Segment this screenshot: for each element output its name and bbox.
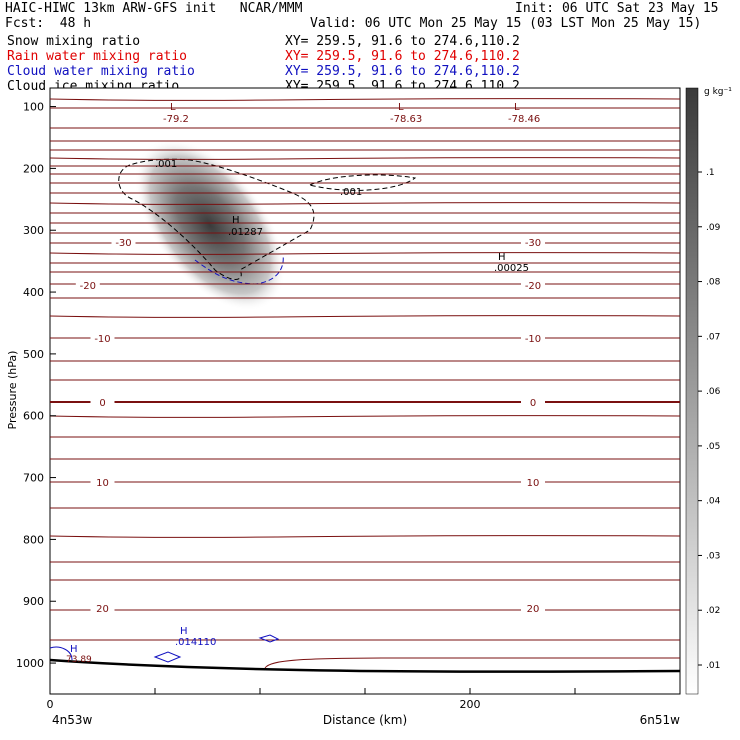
init-time: Init: 06 UTC Sat 23 May 15 [515, 1, 719, 16]
field-label-cloud-water: Cloud water mixing ratio [7, 64, 195, 79]
x-tick-label: 200 [460, 698, 481, 711]
y-tick-label: 600 [23, 410, 44, 423]
y-tick-label: 900 [23, 595, 44, 608]
isotherm-line [49, 535, 681, 538]
isotherm-lines: -30 -30 -20 -20 -10 -10 0 0 10 10 20 20 [49, 98, 681, 641]
colorbar-label: .01 [706, 661, 720, 671]
colorbar-label: .03 [706, 551, 720, 561]
y-tick-label: 800 [23, 533, 44, 546]
isotherm-label: -30 [115, 238, 131, 249]
high-marker: H [232, 215, 240, 226]
cloud-ice-shading [134, 139, 286, 311]
isotherm-label-bg [90, 331, 115, 343]
x-start-location: 4n53w [52, 713, 93, 727]
colorbar-label: .07 [706, 332, 720, 342]
isotherm-label: -10 [94, 334, 110, 345]
isotherm-label: -20 [80, 281, 96, 292]
low-value: -78.63 [390, 114, 422, 125]
colorbar-label: .09 [706, 223, 721, 233]
isotherm-label-bg [521, 395, 545, 407]
colorbar-label: .05 [706, 442, 720, 452]
field-xy-rain: XY= 259.5, 91.6 to 274.6,110.2 [285, 49, 520, 64]
field-xy-cloud-water: XY= 259.5, 91.6 to 274.6,110.2 [285, 64, 520, 79]
y-axis-label: Pressure (hPa) [6, 351, 19, 430]
isotherm-line [49, 415, 681, 418]
isotherm-label: -20 [525, 281, 541, 292]
y-tick-label: 300 [23, 224, 44, 237]
model-title: HAIC-HIWC 13km ARW-GFS init NCAR/MMM [5, 1, 303, 16]
isotherm-label: 20 [527, 604, 540, 615]
low-value: -78.46 [508, 114, 540, 125]
colorbar-label: .04 [706, 497, 721, 507]
field-label-snow: Snow mixing ratio [7, 34, 141, 49]
y-tick-label: 500 [23, 348, 44, 361]
y-tick-label: 100 [23, 101, 44, 114]
low-marker: L [398, 102, 404, 113]
high-marker: H [498, 252, 506, 263]
snow-contour-001-small [308, 174, 417, 191]
y-tick-label: 700 [23, 472, 44, 485]
y-tick-label: 200 [23, 162, 44, 175]
colorbar-label: .08 [706, 278, 721, 288]
colorbar-unit: g kg⁻¹ [704, 87, 732, 97]
isotherm-label-bg [521, 235, 545, 247]
isotherm-label: 20 [96, 604, 109, 615]
isotherm-label-bg [521, 475, 545, 487]
high-marker: H [70, 644, 78, 655]
isotherm-label: 0 [99, 398, 105, 409]
snow-contour-label: .001 [155, 159, 177, 170]
isotherm-label: 10 [527, 478, 540, 489]
extrema-labels: L -79.2 L -78.63 L -78.46 H .01287 H .00… [66, 102, 540, 665]
high-value: 73.89 [66, 655, 92, 665]
y-tick-label: 400 [23, 286, 44, 299]
ground-line [49, 658, 681, 673]
high-value: .00025 [494, 263, 529, 274]
isotherm-label-bg [90, 475, 115, 487]
x-end-location: 6n51w [640, 713, 681, 727]
isotherm-line [49, 157, 681, 160]
isotherm-line [49, 315, 681, 318]
x-axis-label: Distance (km) [323, 713, 407, 727]
isotherm-label-bg [521, 601, 545, 613]
cloud-water-corner [49, 646, 73, 661]
colorbar-label: .1 [706, 168, 715, 178]
high-marker: H [180, 626, 188, 637]
high-value: .01287 [228, 227, 263, 238]
field-xy-snow: XY= 259.5, 91.6 to 274.6,110.2 [285, 34, 520, 49]
colorbar-label: .02 [706, 606, 720, 616]
isotherm-label-bg [521, 331, 545, 343]
isotherm-label-bg [90, 395, 115, 407]
cloud-water-diamond-1 [153, 651, 182, 663]
valid-time: Valid: 06 UTC Mon 25 May 15 (03 LST Mon … [310, 16, 702, 31]
isotherm-line [49, 252, 681, 255]
x-axis: 0 200 [47, 688, 681, 711]
colorbar: g kg⁻¹ .01 .02 .03 .04 .05 .06 .07 .08 .09 .1 [685, 87, 732, 695]
isotherm-line [49, 98, 681, 101]
isotherm-label-bg [111, 235, 136, 247]
isotherm-line [49, 202, 681, 205]
forecast-hour: Fcst: 48 h [5, 16, 92, 31]
isotherm-label: 10 [96, 478, 109, 489]
isotherm-label: 0 [530, 398, 536, 409]
isotherm-label: -10 [525, 334, 541, 345]
y-tick-label: 1000 [16, 657, 44, 670]
isotherm-label-bg [521, 278, 545, 290]
snow-contour-001 [118, 158, 315, 280]
low-marker: L [514, 102, 520, 113]
isotherm-label: -30 [525, 238, 541, 249]
low-marker: L [170, 102, 176, 113]
isotherm-label-bg [90, 601, 115, 613]
near-surface-contour [264, 657, 680, 669]
isotherm-label-bg [75, 278, 100, 290]
field-label-rain: Rain water mixing ratio [7, 49, 188, 64]
low-value: -79.2 [163, 114, 189, 125]
colorbar-label: .06 [706, 387, 721, 397]
snow-contour-label: .001 [340, 187, 362, 198]
y-axis: 100 200 300 400 500 600 700 800 900 1000 [16, 101, 56, 670]
cloud-water-diamond-2 [258, 634, 280, 643]
x-tick-label: 0 [47, 698, 54, 711]
high-value: .014110 [175, 637, 216, 648]
